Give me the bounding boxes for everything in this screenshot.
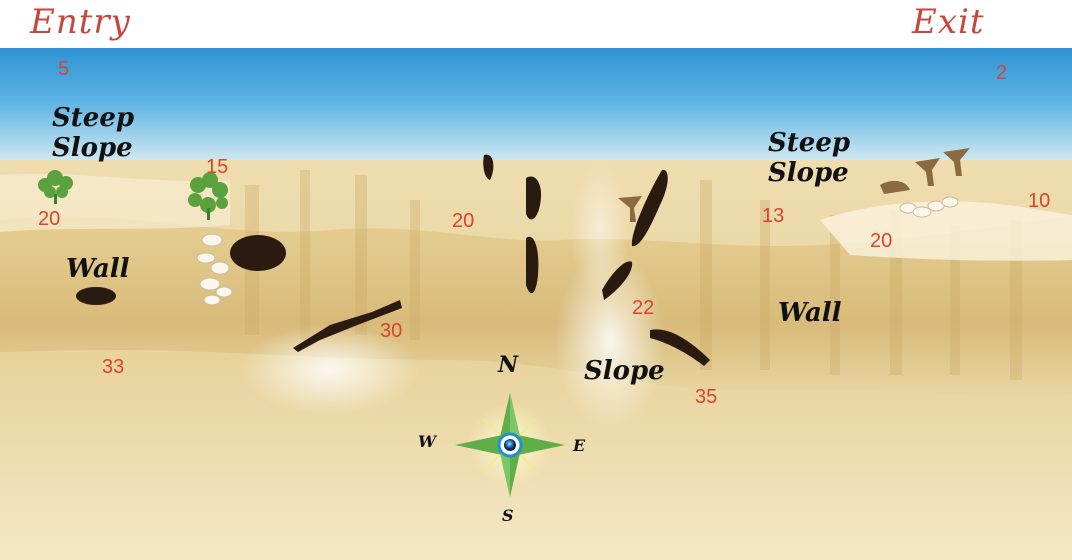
cone-corals [618, 148, 970, 222]
depth-15: 15 [206, 156, 229, 178]
shelf-right [820, 201, 1072, 261]
wall-left-label: Wall [66, 254, 130, 284]
header-band [0, 0, 1072, 48]
depth-13: 13 [762, 205, 785, 227]
steep-slope-left-label: Steep Slope [52, 103, 134, 163]
depth-10: 10 [1028, 190, 1051, 212]
green-plants [38, 170, 228, 220]
white-corals [196, 196, 959, 306]
compass-west: W [418, 432, 436, 451]
depth-30: 30 [380, 320, 403, 342]
compass-rose [455, 393, 565, 497]
depth-20-right: 20 [870, 230, 893, 252]
depth-22: 22 [632, 297, 655, 319]
sand-patch-left [240, 325, 420, 415]
depth-33: 33 [102, 356, 125, 378]
exit-label: Exit [912, 2, 985, 42]
compass-south: S [502, 506, 514, 525]
compass-east: E [573, 436, 586, 455]
wall-right-label: Wall [778, 298, 842, 328]
slope-center-label: Slope [584, 356, 665, 386]
compass-north: N [498, 352, 519, 378]
depth-exit: 2 [996, 62, 1008, 84]
steep-slope-right-label: Steep Slope [768, 128, 850, 188]
crevices [76, 154, 710, 366]
depth-35: 35 [695, 386, 718, 408]
sand-patch-center [555, 250, 665, 430]
depth-20-left: 20 [38, 208, 61, 230]
depth-20-mid: 20 [452, 210, 475, 232]
depth-entry: 5 [58, 58, 70, 80]
entry-label: Entry [30, 2, 131, 42]
steep-slope-left-line1: Steep [52, 103, 135, 133]
steep-slope-right-line1: Steep [768, 128, 851, 158]
steep-slope-right-line2: Slope [768, 158, 849, 188]
steep-slope-left-line2: Slope [52, 133, 133, 163]
